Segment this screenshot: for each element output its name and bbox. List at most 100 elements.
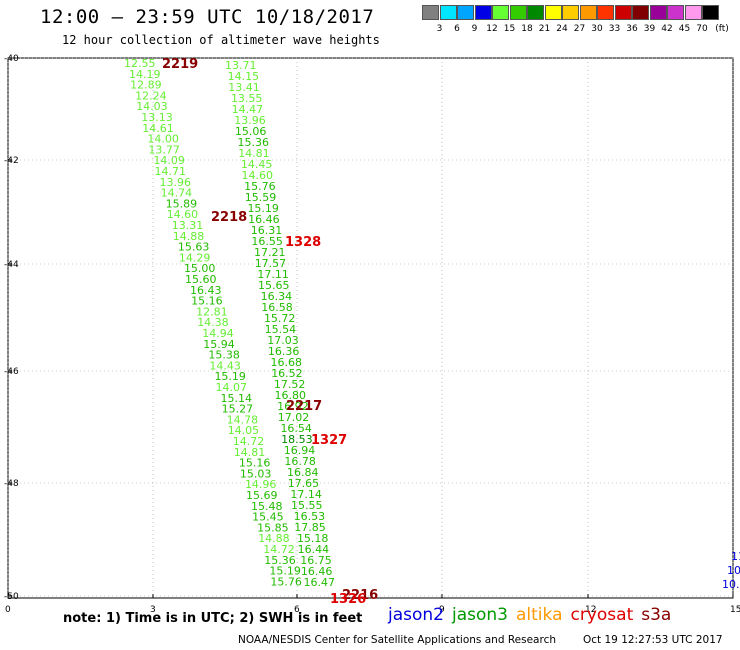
- scale-swatch: [474, 5, 492, 20]
- right-track-value: 16.46: [248, 213, 280, 226]
- right-track-value: 16.52: [271, 367, 303, 380]
- left-track-value: 15.00: [184, 262, 216, 275]
- left-track-value: 14.61: [142, 122, 174, 135]
- left-track-value: 14.74: [161, 187, 193, 200]
- right-track-value: 14.47: [232, 103, 264, 116]
- page-title: 12:00 – 23:59 UTC 10/18/2017: [40, 6, 375, 28]
- left-track-value: 12.81: [196, 305, 228, 318]
- left-track-value: 15.16: [191, 295, 223, 308]
- right-track-value: 16.94: [284, 444, 316, 457]
- plot-frame: [7, 57, 734, 599]
- left-track-value: 14.78: [227, 413, 259, 426]
- left-track-value: 15.38: [208, 349, 240, 362]
- right-track-value: 17.52: [274, 378, 306, 391]
- right-track-value: 17.21: [254, 246, 285, 259]
- left-track-value: 15.60: [185, 273, 217, 286]
- scale-label: 36: [626, 24, 638, 34]
- scale-label: 18: [521, 24, 533, 34]
- right-track-value: 16.84: [287, 466, 319, 479]
- right-track-value: 16.46: [301, 565, 333, 578]
- y-tick-label: -44: [4, 260, 19, 270]
- right-track-value: 15.36: [238, 136, 269, 149]
- scale-swatch: [702, 5, 719, 20]
- scale-swatch: [632, 5, 649, 20]
- left-track-value: 14.09: [153, 154, 185, 167]
- right-track-value: 13.55: [231, 92, 263, 105]
- x-tick-label: 3: [150, 605, 156, 615]
- satellite-s3a: s3a: [641, 605, 672, 625]
- right-track-value: 16.44: [298, 543, 330, 556]
- right-track-value: 15.65: [258, 279, 290, 292]
- left-track-value: 15.89: [166, 197, 198, 210]
- track-id-label: 1328: [285, 235, 321, 250]
- scale-swatch: [422, 5, 439, 20]
- left-track-value: 15.94: [203, 338, 235, 351]
- left-track-value: 15.48: [251, 500, 282, 513]
- left-track-value: 12.89: [130, 79, 162, 92]
- scale-label: 39: [643, 24, 656, 34]
- left-track-value: 15.14: [221, 392, 253, 405]
- left-track-value: 16.43: [190, 284, 222, 297]
- satellite-jason2: jason2: [388, 605, 444, 625]
- right-track-value: 13.71: [225, 59, 257, 72]
- track-id-label: 1326: [330, 592, 366, 607]
- right-track-value: 16.68: [271, 356, 303, 369]
- generated-timestamp: Oct 19 12:27:53 UTC 2017: [583, 634, 723, 646]
- scale-swatch: [579, 5, 597, 20]
- scale-swatch: [527, 5, 544, 20]
- satellite-altika: altika: [516, 605, 563, 625]
- right-track-value: 14.15: [228, 70, 260, 83]
- left-track-value: 14.71: [155, 165, 187, 178]
- right-track-value: 13.96: [234, 114, 266, 127]
- track-id-label: 2216: [342, 588, 378, 603]
- scale-swatch: [509, 5, 527, 20]
- y-tick-label: -46: [4, 367, 19, 377]
- scale-label: 24: [556, 24, 568, 34]
- scale-label: 21: [538, 24, 551, 34]
- left-track-value: 15.85: [257, 521, 289, 534]
- track-id-label: 1327: [311, 433, 347, 448]
- right-track-value: 17.57: [255, 257, 287, 270]
- left-track-value: 14.07: [216, 381, 248, 394]
- y-tick-label: -42: [4, 156, 19, 166]
- scale-swatch: [439, 5, 457, 20]
- left-track-value: 15.27: [222, 403, 254, 416]
- right-track-value: 16.47: [304, 576, 336, 589]
- right-track-value: 16.36: [268, 345, 300, 358]
- left-track-value: 14.19: [129, 68, 161, 81]
- footer-note: note: 1) Time is in UTC; 2) SWH is in fe…: [63, 611, 363, 626]
- scale-swatch: [562, 5, 579, 20]
- left-track-value: 14.38: [197, 316, 229, 329]
- right-track-value: 15.06: [235, 125, 267, 138]
- right-track-value: 17.11: [257, 268, 289, 281]
- scale-label: 33: [608, 24, 621, 34]
- left-track-value: 15.63: [178, 241, 210, 254]
- scale-label: 6: [454, 24, 460, 34]
- satellite-jason3: jason3: [452, 605, 508, 625]
- right-track-value: 18.53: [281, 433, 313, 446]
- scale-label: 30: [591, 24, 603, 34]
- right-track-value: 15.72: [264, 312, 296, 325]
- scale-swatch: [667, 5, 684, 20]
- right-track-value: 16.92: [277, 400, 309, 413]
- left-track-value: 14.43: [209, 359, 241, 372]
- x-tick-label: 12: [585, 605, 596, 615]
- left-track-value: 14.81: [234, 446, 265, 459]
- right-track-value: 17.65: [288, 477, 320, 490]
- edge-track-value: 10.0: [722, 578, 740, 591]
- scale-label: 45: [678, 24, 691, 34]
- x-tick-label: 6: [294, 605, 300, 615]
- right-track-value: 15.55: [291, 499, 323, 512]
- scale-swatch: [544, 5, 562, 20]
- edge-track-value: 11: [731, 550, 740, 563]
- track-id-label: 2218: [211, 210, 247, 225]
- scale-label: 3: [436, 24, 443, 34]
- right-track-value: 17.14: [290, 488, 322, 501]
- scale-label: 27: [573, 24, 586, 34]
- right-track-value: 16.31: [251, 224, 283, 237]
- right-track-value: 15.18: [297, 532, 329, 545]
- satellite-cryosat: cryosat: [570, 605, 634, 625]
- scale-swatch: [614, 5, 632, 20]
- y-tick-label: -48: [4, 479, 19, 489]
